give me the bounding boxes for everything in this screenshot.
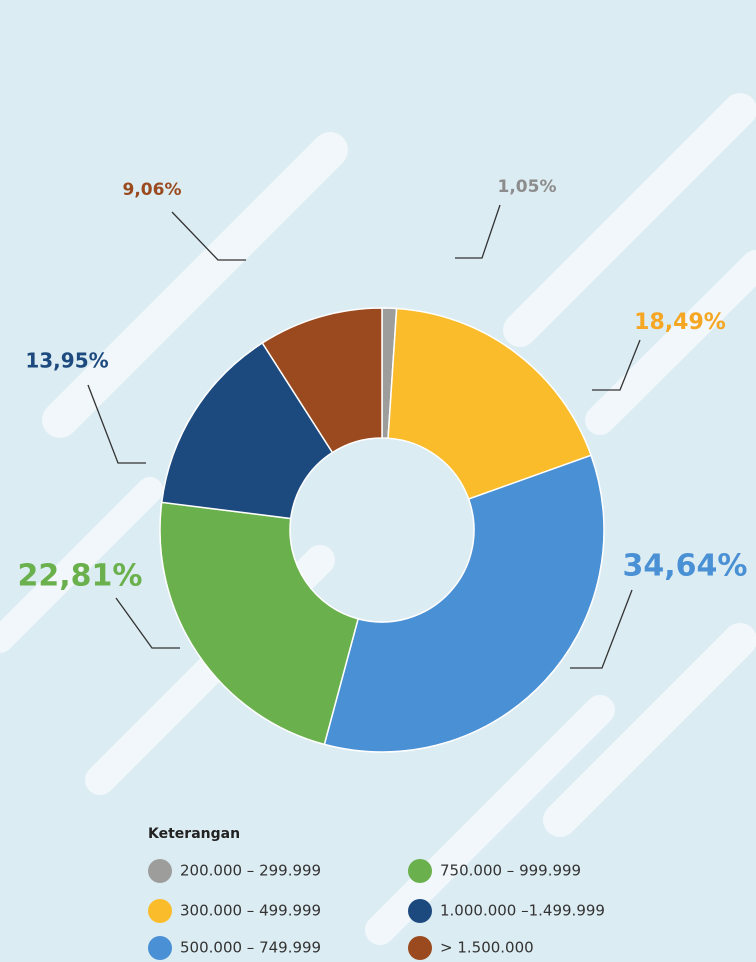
leader-line <box>87 384 146 464</box>
donut-slice <box>323 454 605 753</box>
legend-marker <box>148 899 172 923</box>
value-label: 22,81% <box>18 559 143 594</box>
legend-label: 200.000 – 299.999 <box>180 862 321 880</box>
leader-line <box>171 211 246 261</box>
leader-line <box>570 589 633 669</box>
legend-marker <box>408 936 432 960</box>
legend-title: Keterangan <box>148 826 240 842</box>
value-label: 13,95% <box>25 349 108 373</box>
leader-line <box>115 597 180 649</box>
value-label: 34,64% <box>623 549 748 584</box>
donut-slice <box>387 307 593 501</box>
donut-slice <box>159 501 360 746</box>
legend-marker <box>148 936 172 960</box>
legend-marker <box>408 899 432 923</box>
legend-label: 1.000.000 –1.499.999 <box>440 902 605 920</box>
legend-label: 750.000 – 999.999 <box>440 862 581 880</box>
leader-line <box>455 204 501 259</box>
legend-label: > 1.500.000 <box>440 939 534 957</box>
value-label: 9,06% <box>123 180 182 200</box>
leader-line <box>592 339 641 391</box>
legend-marker <box>148 859 172 883</box>
legend-label: 300.000 – 499.999 <box>180 902 321 920</box>
legend-label: 500.000 – 749.999 <box>180 939 321 957</box>
background-stripes <box>0 93 756 945</box>
legend-marker <box>408 859 432 883</box>
value-label: 1,05% <box>498 177 557 197</box>
value-label: 18,49% <box>634 310 726 335</box>
donut-slice <box>261 307 383 454</box>
